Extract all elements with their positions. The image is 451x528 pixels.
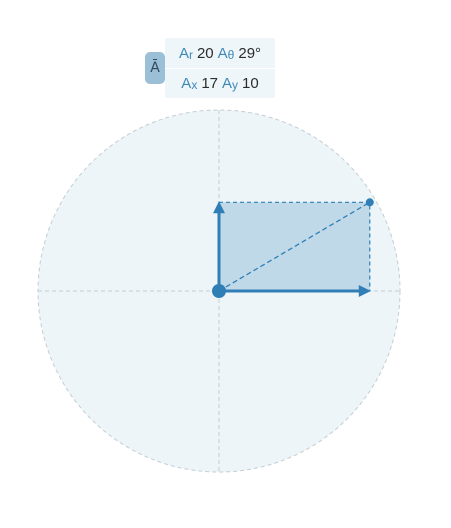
angle-value: 29°: [238, 44, 262, 62]
vector-tip-handle[interactable]: [365, 198, 374, 207]
y-component-symbol: A: [222, 74, 233, 92]
resultant-vector-line: [218, 201, 371, 292]
magnitude-symbol: A: [178, 44, 189, 62]
y-arrowhead: [213, 201, 225, 214]
angle-subscript: θ: [227, 48, 235, 62]
x-component-subscript: x: [191, 78, 198, 92]
x-component-value: 17: [201, 74, 218, 92]
x-arrowhead: [358, 285, 371, 297]
vector-origin-handle[interactable]: [212, 284, 226, 298]
magnitude-value: 20: [196, 44, 214, 62]
angle-symbol: A: [217, 44, 228, 62]
vector-symbol-badge[interactable]: Ā: [145, 52, 165, 84]
y-component-value: 10: [242, 74, 259, 92]
magnitude-subscript: r: [188, 48, 193, 62]
x-component-symbol: A: [181, 74, 192, 92]
y-component-subscript: y: [232, 78, 239, 92]
